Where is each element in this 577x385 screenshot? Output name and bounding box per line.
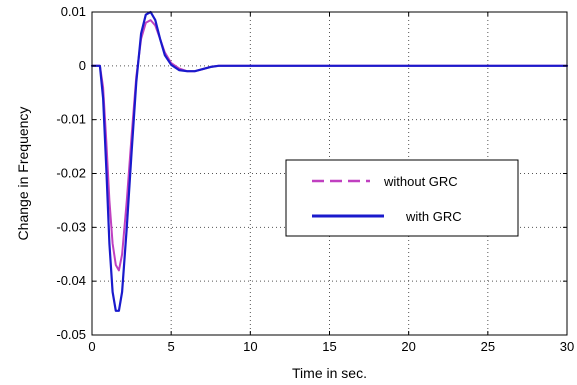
legend-label-without-grc: without GRC — [383, 174, 458, 189]
x-tick-label: 15 — [322, 339, 336, 354]
y-tick-label: 0.01 — [61, 4, 86, 19]
y-tick-label: 0 — [79, 58, 86, 73]
series-line-with-grc — [90, 10, 569, 312]
y-tick-label: -0.05 — [56, 327, 86, 342]
y-tick-label: -0.04 — [56, 273, 86, 288]
y-tick-label: -0.02 — [56, 166, 86, 181]
axis-ticks: 0 5 10 15 20 25 30 -0.05 -0.04 -0.03 -0.02 -0.01 0 0.… — [56, 4, 574, 354]
legend-label-with-grc: with GRC — [405, 209, 462, 224]
y-axis-label: Change in Frequency — [15, 107, 31, 241]
legend-box — [285, 159, 519, 237]
x-tick-label: 25 — [481, 339, 495, 354]
x-tick-label: 20 — [401, 339, 415, 354]
x-tick-label: 0 — [88, 339, 95, 354]
series-layer — [90, 10, 569, 312]
x-tick-label: 30 — [560, 339, 574, 354]
x-tick-label: 10 — [243, 339, 257, 354]
x-tick-label: 5 — [168, 339, 175, 354]
x-axis-label: Time in sec. — [292, 365, 367, 381]
legend: without GRC with GRC — [285, 159, 519, 237]
y-tick-label: -0.01 — [56, 112, 86, 127]
y-tick-label: -0.03 — [56, 219, 86, 234]
